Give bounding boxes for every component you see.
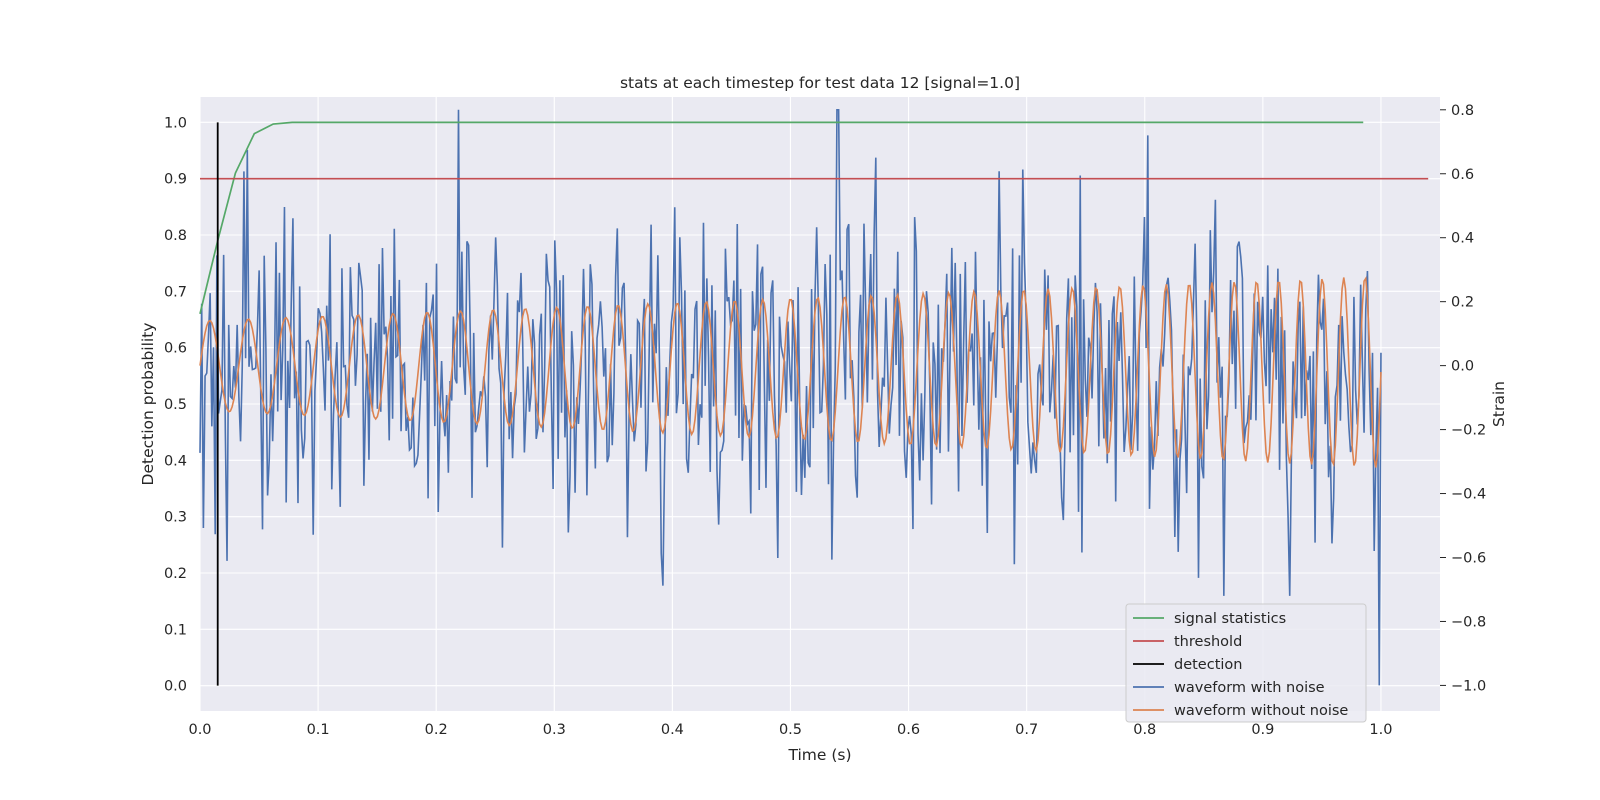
y-left-tick-label: 0.8: [164, 228, 187, 244]
chart-title: stats at each timestep for test data 12 …: [620, 74, 1020, 92]
x-tick-label: 0.8: [1133, 722, 1156, 738]
x-tick-label: 0.5: [779, 722, 802, 738]
y-left-tick-label: 0.2: [164, 566, 187, 582]
legend-box: [1125, 603, 1367, 723]
legend-label-waveform-with-noise: waveform with noise: [1174, 680, 1325, 696]
y-right-axis-title: Strain: [1490, 381, 1508, 427]
y-right-tick-label: −0.8: [1451, 614, 1486, 630]
y-right-tick-label: 0.8: [1451, 103, 1474, 119]
x-tick-label: 0.6: [897, 722, 920, 738]
y-left-axis-title: Detection probability: [139, 323, 157, 486]
y-right-tick-label: 0.0: [1451, 359, 1474, 375]
legend-label-signal-statistics: signal statistics: [1174, 611, 1286, 627]
series-waveform-with-noise: [199, 108, 1382, 686]
x-tick-label: 0.2: [425, 722, 448, 738]
y-right-tick-label: 0.4: [1451, 231, 1474, 247]
series-layer: [199, 108, 1429, 686]
y-right-tick-label: −1.0: [1451, 678, 1486, 694]
series-waveform-without-noise: [199, 276, 1382, 468]
y-left-tick-label: 0.6: [164, 341, 187, 357]
x-tick-label: 0.9: [1251, 722, 1274, 738]
y-right-tick-label: −0.2: [1451, 423, 1486, 439]
x-axis-ticks: 0.0 0.1 0.2 0.3 0.4 0.5 0.6 0.7 0.8 0.9 1.0: [188, 722, 1392, 738]
y-left-tick-label: 0.4: [164, 453, 187, 469]
legend: signal statistics threshold detection wa…: [1125, 603, 1367, 723]
y-right-axis-ticks: −1.0 −0.8 −0.6 −0.4 −0.2 0.0 0.2 0.4 0.6 0.8: [1440, 103, 1486, 694]
y-left-tick-label: 0.1: [164, 622, 187, 638]
x-axis-title: Time (s): [787, 746, 851, 764]
x-tick-label: 0.0: [188, 722, 211, 738]
y-right-tick-label: 0.6: [1451, 167, 1474, 183]
series-signal-statistics: [199, 121, 1364, 315]
y-right-tick-label: −0.6: [1451, 551, 1486, 567]
y-left-tick-label: 1.0: [164, 115, 187, 131]
legend-label-threshold: threshold: [1174, 634, 1242, 650]
x-tick-label: 1.0: [1369, 722, 1392, 738]
y-right-tick-label: −0.4: [1451, 487, 1486, 503]
x-tick-label: 0.4: [661, 722, 684, 738]
x-tick-label: 0.1: [307, 722, 330, 738]
y-left-tick-label: 0.9: [164, 172, 187, 188]
x-tick-label: 0.7: [1015, 722, 1038, 738]
y-left-tick-label: 0.5: [164, 397, 187, 413]
legend-label-detection: detection: [1174, 657, 1242, 673]
y-left-axis-ticks: 0.0 0.1 0.2 0.3 0.4 0.5 0.6 0.7 0.8 0.9 1.0: [164, 115, 187, 694]
y-left-tick-label: 0.0: [164, 679, 187, 695]
y-right-tick-label: 0.2: [1451, 295, 1474, 311]
y-left-tick-label: 0.3: [164, 510, 187, 526]
x-tick-label: 0.3: [543, 722, 566, 738]
y-left-tick-label: 0.7: [164, 284, 187, 300]
legend-label-waveform-without-noise: waveform without noise: [1174, 703, 1348, 719]
